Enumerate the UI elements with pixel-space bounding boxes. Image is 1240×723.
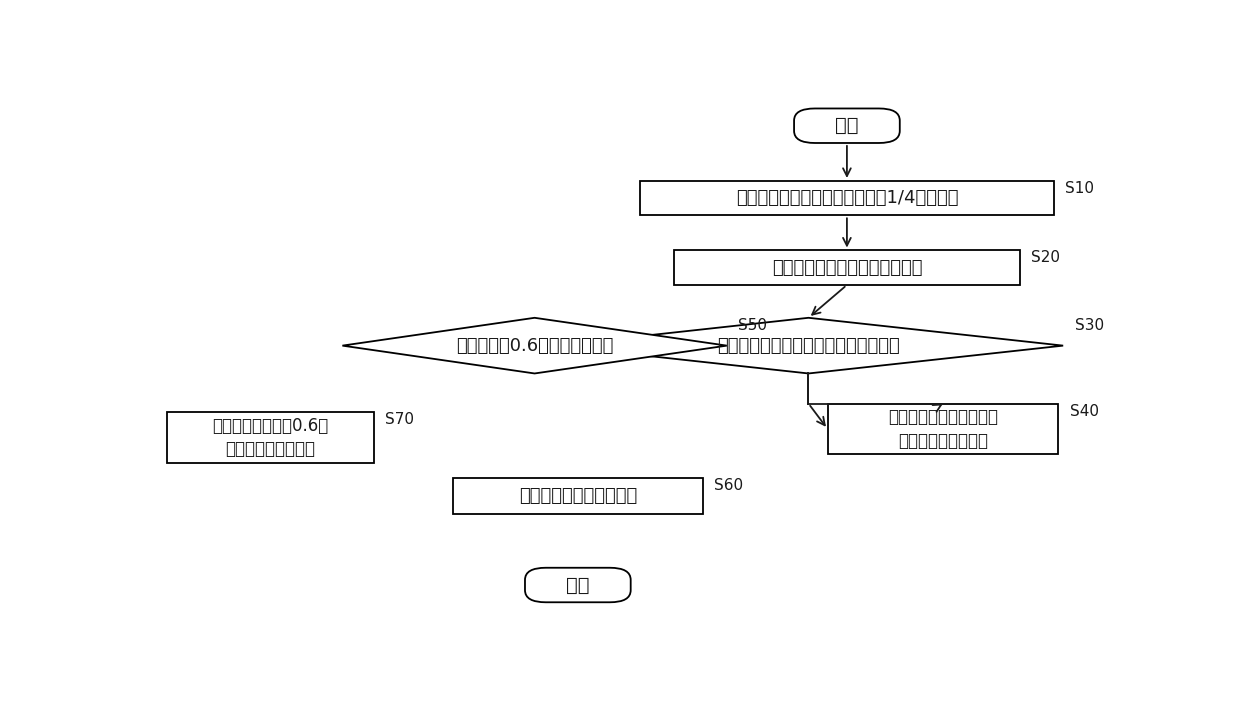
FancyBboxPatch shape <box>640 181 1054 215</box>
Text: 开始: 开始 <box>836 116 858 135</box>
Text: 增加所述压下辗的压下量: 增加所述压下辗的压下量 <box>518 487 637 505</box>
FancyBboxPatch shape <box>828 404 1058 454</box>
Text: S40: S40 <box>1070 404 1099 419</box>
FancyBboxPatch shape <box>525 568 631 602</box>
FancyBboxPatch shape <box>167 412 373 463</box>
Text: S60: S60 <box>714 478 744 493</box>
Text: 中心固相獷0.6以后存在压下辗: 中心固相獷0.6以后存在压下辗 <box>456 337 614 354</box>
Text: S50: S50 <box>738 318 768 333</box>
Polygon shape <box>342 318 727 374</box>
Text: 检测铸坡中心区域的密度和铸坶1/4处的密度: 检测铸坡中心区域的密度和铸坶1/4处的密度 <box>735 189 959 207</box>
FancyBboxPatch shape <box>675 250 1019 285</box>
Text: 结束: 结束 <box>567 576 589 594</box>
Text: S70: S70 <box>386 412 414 427</box>
Text: 在铸坡中心固相獷0.6以
后的位置增加压下辗: 在铸坡中心固相獷0.6以 后的位置增加压下辗 <box>212 416 329 458</box>
Text: 获得铸坡的单位质量的疏松体积: 获得铸坡的单位质量的疏松体积 <box>771 259 923 277</box>
Text: S10: S10 <box>1065 181 1094 196</box>
Text: 根据检测的单位质量的疏
松体积设定加热时间: 根据检测的单位质量的疏 松体积设定加热时间 <box>888 408 998 450</box>
Text: S30: S30 <box>1075 318 1104 333</box>
Text: S20: S20 <box>1032 250 1060 265</box>
Polygon shape <box>554 318 1063 374</box>
Text: 单位质量的疏松体积在第二设定范围内: 单位质量的疏松体积在第二设定范围内 <box>717 337 900 354</box>
FancyBboxPatch shape <box>453 478 703 514</box>
FancyBboxPatch shape <box>794 108 900 143</box>
